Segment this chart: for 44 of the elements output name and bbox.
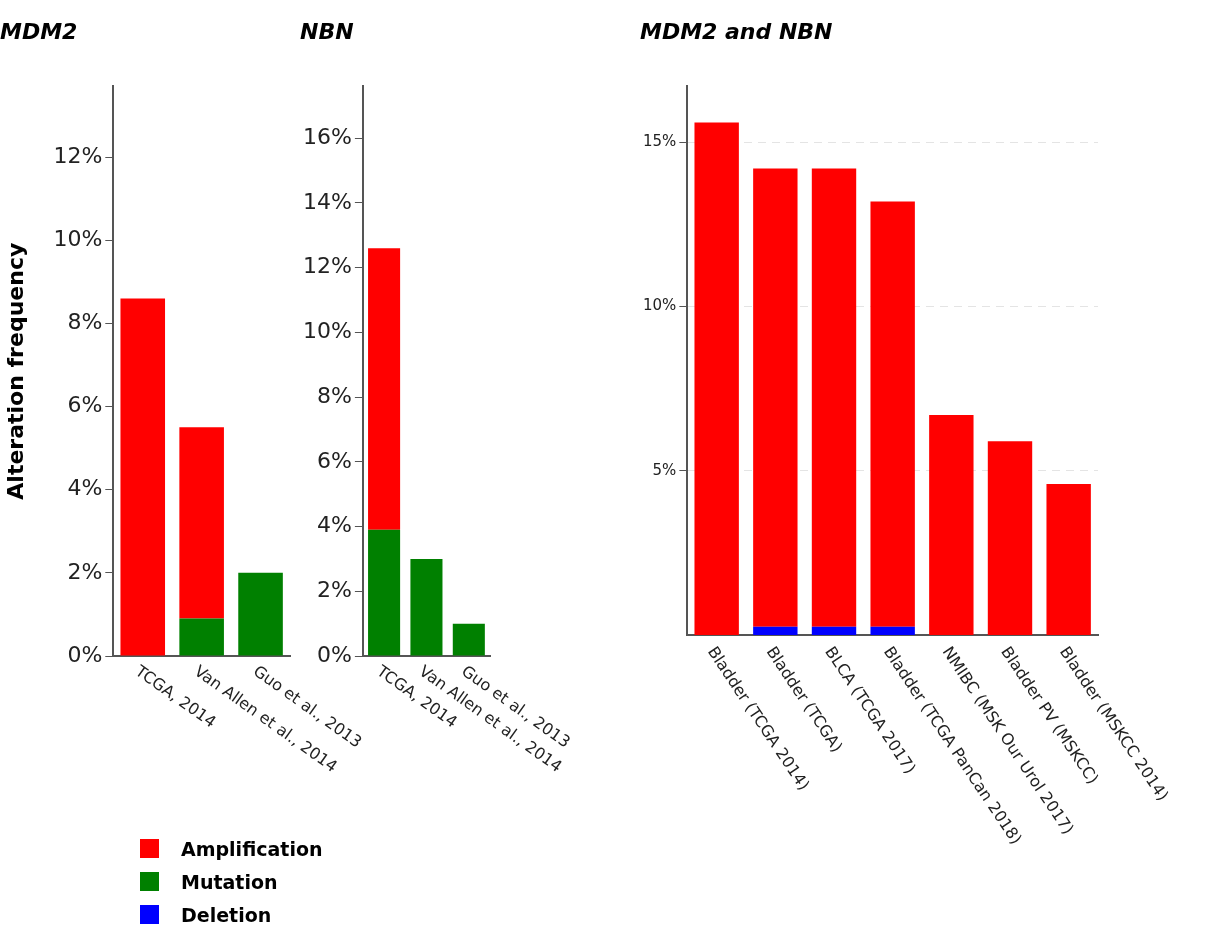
chart-title: NBN — [300, 18, 354, 44]
bar — [987, 441, 1033, 635]
legend-label: Deletion — [181, 903, 272, 926]
bar — [410, 558, 443, 656]
y-tick-label: 12% — [53, 142, 103, 168]
bar — [368, 529, 401, 656]
y-tick-label: 15% — [643, 132, 677, 151]
bar — [1046, 483, 1091, 635]
bar — [870, 201, 915, 627]
legend-label: Amplification — [181, 837, 323, 860]
y-tick-label: 8% — [67, 309, 103, 335]
y-tick-label: 12% — [302, 253, 352, 279]
bar — [452, 623, 485, 656]
legend-label: Mutation — [181, 870, 278, 893]
y-tick-label: 6% — [316, 447, 352, 473]
bar — [811, 168, 857, 627]
y-tick-label: 10% — [643, 296, 677, 315]
y-tick-label: 4% — [67, 475, 103, 501]
chart-title: MDM2 — [0, 18, 78, 44]
y-tick-label: 2% — [67, 558, 103, 584]
y-axis-title: Alteration frequency — [2, 242, 28, 500]
y-tick-label: 6% — [67, 392, 103, 418]
bar — [368, 248, 401, 530]
bar — [179, 427, 224, 619]
y-tick-label: 0% — [67, 641, 103, 667]
bar — [694, 122, 739, 635]
bar — [870, 626, 915, 635]
y-tick-label: 2% — [316, 576, 352, 602]
bar — [811, 626, 857, 635]
y-tick-label: 16% — [302, 123, 352, 149]
chart-title: MDM2 and NBN — [640, 18, 833, 44]
y-tick-label: 10% — [53, 225, 103, 251]
y-tick-label: 10% — [302, 318, 352, 344]
bar — [238, 572, 283, 656]
bar — [753, 626, 798, 635]
y-tick-label: 14% — [302, 188, 352, 214]
bar — [179, 618, 224, 656]
bar — [929, 414, 974, 635]
bar — [120, 298, 166, 656]
y-tick-label: 5% — [652, 460, 677, 479]
y-tick-label: 4% — [316, 512, 352, 538]
y-tick-label: 8% — [316, 382, 352, 408]
bar — [753, 168, 798, 627]
y-tick-label: 0% — [316, 641, 352, 667]
